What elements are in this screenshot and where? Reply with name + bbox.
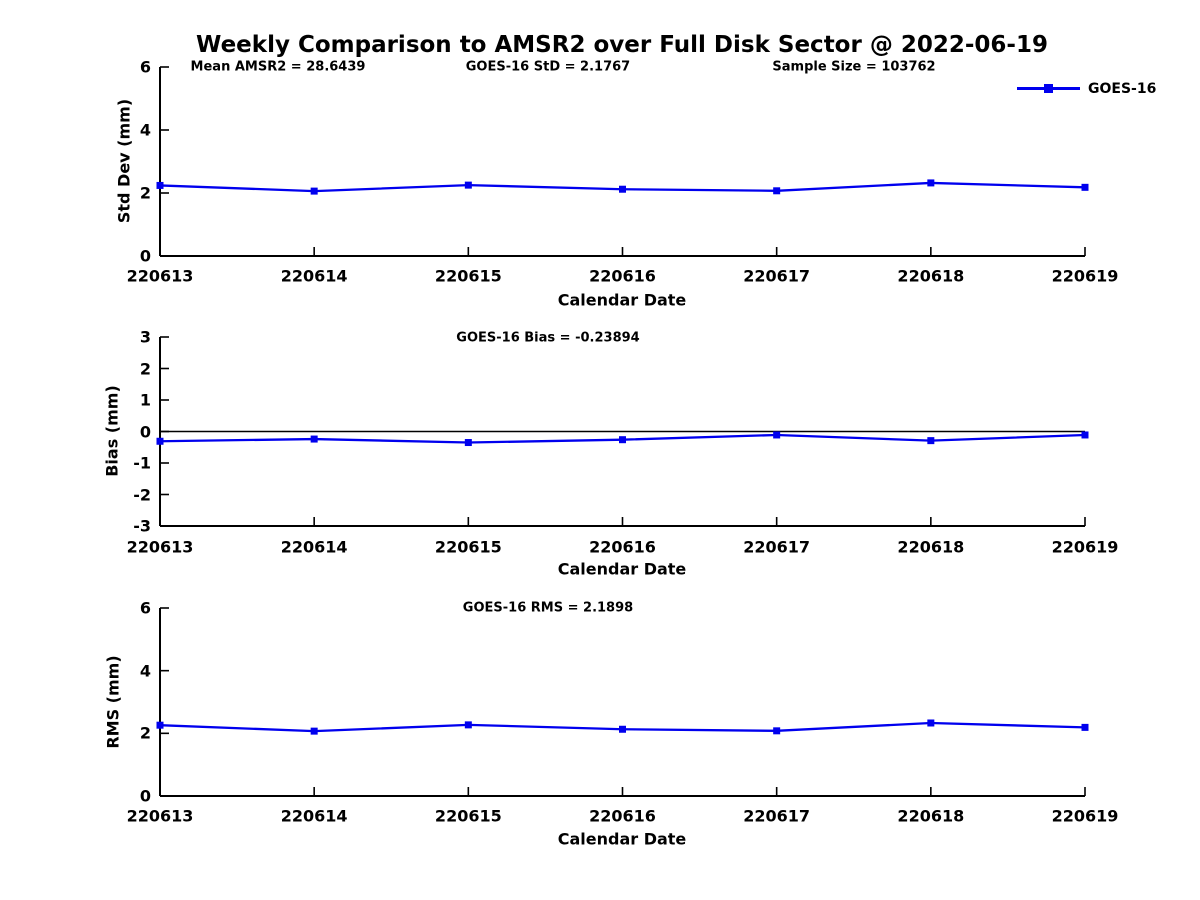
data-point-marker: [927, 437, 935, 445]
data-point-marker: [773, 727, 781, 735]
data-point-marker: [310, 727, 318, 735]
legend-square-marker: [1044, 83, 1053, 93]
y-axis-label-bias: Bias (mm): [102, 385, 122, 477]
data-point-marker: [464, 439, 472, 447]
data-point-marker: [927, 179, 935, 187]
x-tick-label: 220615: [434, 537, 502, 557]
annotation-goes16-rms: GOES-16 RMS = 2.1898: [462, 600, 634, 616]
x-tick-label: 220616: [589, 537, 656, 557]
y-tick-label: 4: [139, 120, 151, 140]
x-tick-label: 220619: [1051, 537, 1119, 557]
annotation-sample-size: Sample Size = 103762: [772, 59, 936, 75]
data-point-marker: [619, 436, 626, 444]
data-point-marker: [310, 187, 318, 195]
legend-label: GOES-16: [1088, 81, 1157, 97]
y-tick-label: 4: [139, 661, 151, 681]
data-point-marker: [156, 721, 164, 729]
y-tick-label: 6: [139, 57, 151, 77]
data-point-marker: [927, 719, 935, 727]
data-point-marker: [619, 185, 626, 193]
x-tick-label: 220619: [1051, 266, 1119, 286]
x-tick-label: 220616: [589, 266, 656, 286]
data-point-marker: [1081, 723, 1089, 731]
data-point-marker: [156, 181, 164, 189]
data-point-marker: [619, 725, 626, 733]
data-point-marker: [1081, 183, 1089, 191]
x-tick-label: 220618: [897, 806, 965, 826]
y-axis-label-rms: RMS (mm): [103, 655, 123, 749]
x-tick-label: 220616: [589, 806, 656, 826]
x-tick-label: 220617: [743, 266, 811, 286]
y-tick-label: 3: [139, 327, 151, 347]
x-axis-label-bias: Calendar Date: [557, 559, 687, 579]
x-tick-label: 220615: [434, 806, 502, 826]
y-tick-label: 1: [139, 390, 151, 410]
y-axis-label-stddev: Std Dev (mm): [114, 98, 134, 224]
y-tick-label: 0: [139, 246, 151, 266]
data-point-marker: [310, 435, 318, 443]
x-tick-label: 220617: [743, 537, 811, 557]
figure-title: Weekly Comparison to AMSR2 over Full Dis…: [196, 32, 1048, 58]
y-tick-label: -2: [133, 485, 151, 504]
y-tick-label: 2: [139, 359, 151, 378]
x-tick-label: 220614: [280, 806, 348, 826]
x-tick-label: 220613: [126, 266, 194, 286]
y-tick-label: 2: [139, 183, 151, 203]
data-point-marker: [464, 181, 472, 189]
data-point-marker: [156, 437, 164, 445]
y-tick-label: 2: [139, 723, 151, 743]
x-axis-label-rms: Calendar Date: [557, 829, 687, 849]
x-tick-label: 220614: [280, 266, 348, 286]
x-tick-label: 220613: [126, 806, 194, 826]
subplot-bias: [156, 336, 1089, 527]
annotation-goes16-bias: GOES-16 Bias = -0.23894: [456, 330, 640, 346]
annotation-mean-amsr2: Mean AMSR2 = 28.6439: [190, 59, 366, 75]
y-tick-label: 0: [139, 422, 151, 441]
data-point-marker: [773, 431, 781, 439]
y-tick-label: 6: [139, 598, 151, 618]
y-tick-label: -3: [133, 516, 151, 536]
subplot-rms: [156, 607, 1089, 797]
data-point-marker: [464, 721, 472, 729]
x-tick-label: 220615: [434, 266, 502, 286]
y-tick-label: 0: [139, 786, 151, 806]
x-tick-label: 220618: [897, 266, 965, 286]
y-tick-label: -1: [133, 453, 151, 473]
x-axis-label-stddev: Calendar Date: [557, 290, 687, 310]
x-tick-label: 220618: [897, 537, 965, 557]
annotation-goes16-std: GOES-16 StD = 2.1767: [465, 59, 631, 75]
data-point-marker: [773, 187, 781, 195]
x-tick-label: 220617: [743, 806, 811, 826]
x-tick-label: 220614: [280, 537, 348, 557]
data-point-marker: [1081, 431, 1089, 439]
x-tick-label: 220619: [1051, 806, 1119, 826]
x-tick-label: 220613: [126, 537, 194, 557]
subplot-stddev: [156, 66, 1089, 257]
